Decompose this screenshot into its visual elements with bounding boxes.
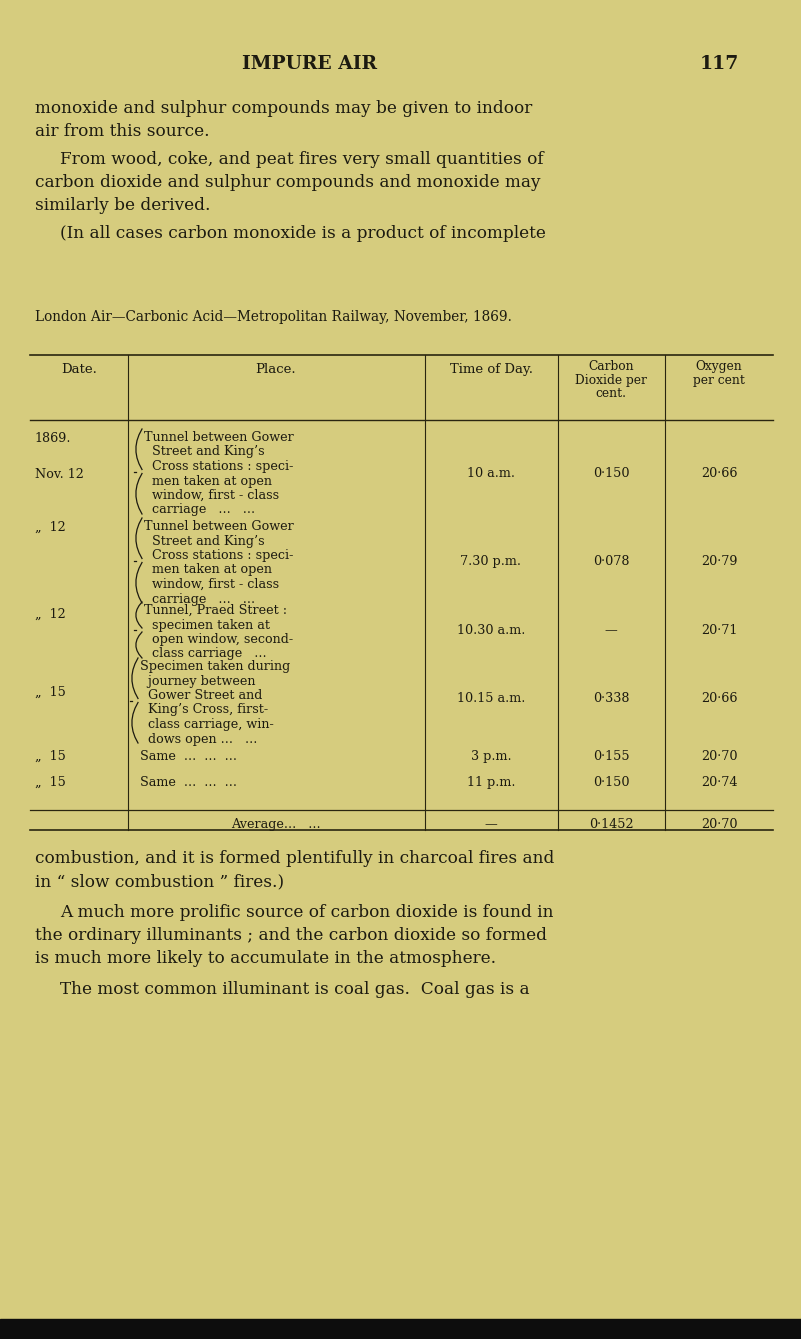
Text: carriage   ...   ...: carriage ... ... (144, 503, 256, 517)
Text: the ordinary illuminants ; and the carbon dioxide so formed: the ordinary illuminants ; and the carbo… (35, 927, 547, 944)
Text: 20·66: 20·66 (701, 467, 737, 479)
Text: 3 p.m.: 3 p.m. (471, 750, 511, 763)
Text: Tunnel, Praed Street :: Tunnel, Praed Street : (144, 604, 287, 617)
Text: Nov. 12: Nov. 12 (35, 469, 84, 481)
Text: 20·70: 20·70 (701, 818, 737, 832)
Text: 20·74: 20·74 (701, 777, 737, 789)
Text: 0·338: 0·338 (593, 692, 630, 706)
Text: Date.: Date. (61, 363, 97, 376)
Text: per cent: per cent (693, 374, 745, 387)
Text: 117: 117 (700, 55, 739, 74)
Text: cent.: cent. (595, 387, 626, 400)
Text: Specimen taken during: Specimen taken during (140, 660, 290, 674)
Text: Cross stations : speci-: Cross stations : speci- (144, 461, 293, 473)
Text: 0·155: 0·155 (593, 750, 630, 763)
Text: Place.: Place. (256, 363, 296, 376)
Text: 10.30 a.m.: 10.30 a.m. (457, 624, 525, 637)
Text: Gower Street and: Gower Street and (140, 690, 263, 702)
Text: The most common illuminant is coal gas.  Coal gas is a: The most common illuminant is coal gas. … (60, 981, 529, 998)
Text: Same  ...  ...  ...: Same ... ... ... (140, 750, 237, 763)
Text: window, first - class: window, first - class (144, 578, 279, 590)
Text: Cross stations : speci-: Cross stations : speci- (144, 549, 293, 562)
Text: Tunnel between Gower: Tunnel between Gower (144, 520, 294, 533)
Text: „  15: „ 15 (35, 777, 66, 789)
Text: Street and King’s: Street and King’s (144, 446, 264, 458)
Text: is much more likely to accumulate in the atmosphere.: is much more likely to accumulate in the… (35, 949, 496, 967)
Text: IMPURE AIR: IMPURE AIR (243, 55, 377, 74)
Text: class carriage   ...: class carriage ... (144, 648, 267, 660)
Text: Street and King’s: Street and King’s (144, 534, 264, 548)
Text: 20·66: 20·66 (701, 692, 737, 706)
Text: dows open ...   ...: dows open ... ... (140, 732, 257, 746)
Text: A much more prolific source of carbon dioxide is found in: A much more prolific source of carbon di… (60, 904, 553, 921)
Text: —: — (485, 818, 497, 832)
Text: 20·70: 20·70 (701, 750, 737, 763)
Text: Same  ...  ...  ...: Same ... ... ... (140, 777, 237, 789)
Text: 0·150: 0·150 (593, 777, 630, 789)
Text: similarly be derived.: similarly be derived. (35, 197, 211, 214)
Text: Tunnel between Gower: Tunnel between Gower (144, 431, 294, 445)
Text: open window, second-: open window, second- (144, 633, 293, 645)
Text: London Air—Carbonic Acid—Metropolitan Railway, November, 1869.: London Air—Carbonic Acid—Metropolitan Ra… (35, 311, 512, 324)
Text: „  12: „ 12 (35, 521, 66, 534)
Text: Oxygen: Oxygen (695, 360, 743, 374)
Text: „  15: „ 15 (35, 686, 66, 699)
Text: Dioxide per: Dioxide per (575, 374, 647, 387)
Text: journey between: journey between (140, 675, 256, 687)
Text: Average...   ...: Average... ... (231, 818, 321, 832)
Text: 0·1452: 0·1452 (589, 818, 634, 832)
Text: „  12: „ 12 (35, 608, 66, 621)
Text: From wood, coke, and peat fires very small quantities of: From wood, coke, and peat fires very sma… (60, 151, 544, 167)
Text: King’s Cross, first-: King’s Cross, first- (140, 703, 268, 716)
Text: class carriage, win-: class carriage, win- (140, 718, 274, 731)
Text: air from this source.: air from this source. (35, 123, 210, 141)
Text: 7.30 p.m.: 7.30 p.m. (461, 554, 521, 568)
Text: specimen taken at: specimen taken at (144, 619, 270, 632)
Text: 20·71: 20·71 (701, 624, 737, 637)
Text: combustion, and it is formed plentifully in charcoal fires and: combustion, and it is formed plentifully… (35, 850, 554, 866)
Text: „  15: „ 15 (35, 750, 66, 763)
Text: carbon dioxide and sulphur compounds and monoxide may: carbon dioxide and sulphur compounds and… (35, 174, 541, 191)
Text: —: — (605, 624, 618, 637)
Bar (0, 1319, 801, 1339)
Text: 20·79: 20·79 (701, 554, 737, 568)
Text: window, first - class: window, first - class (144, 489, 279, 502)
Text: carriage   ...   ...: carriage ... ... (144, 592, 256, 605)
Text: 0·150: 0·150 (593, 467, 630, 479)
Text: 10.15 a.m.: 10.15 a.m. (457, 692, 525, 706)
Text: 11 p.m.: 11 p.m. (467, 777, 515, 789)
Text: Time of Day.: Time of Day. (449, 363, 533, 376)
Text: 1869.: 1869. (35, 432, 71, 445)
Text: men taken at open: men taken at open (144, 564, 272, 577)
Text: monoxide and sulphur compounds may be given to indoor: monoxide and sulphur compounds may be gi… (35, 100, 532, 116)
Text: Carbon: Carbon (588, 360, 634, 374)
Text: in “ slow combustion ” fires.): in “ slow combustion ” fires.) (35, 873, 284, 890)
Text: 0·078: 0·078 (593, 554, 630, 568)
Text: 10 a.m.: 10 a.m. (467, 467, 515, 479)
Text: men taken at open: men taken at open (144, 474, 272, 487)
Text: (In all cases carbon monoxide is a product of incomplete: (In all cases carbon monoxide is a produ… (60, 225, 545, 242)
